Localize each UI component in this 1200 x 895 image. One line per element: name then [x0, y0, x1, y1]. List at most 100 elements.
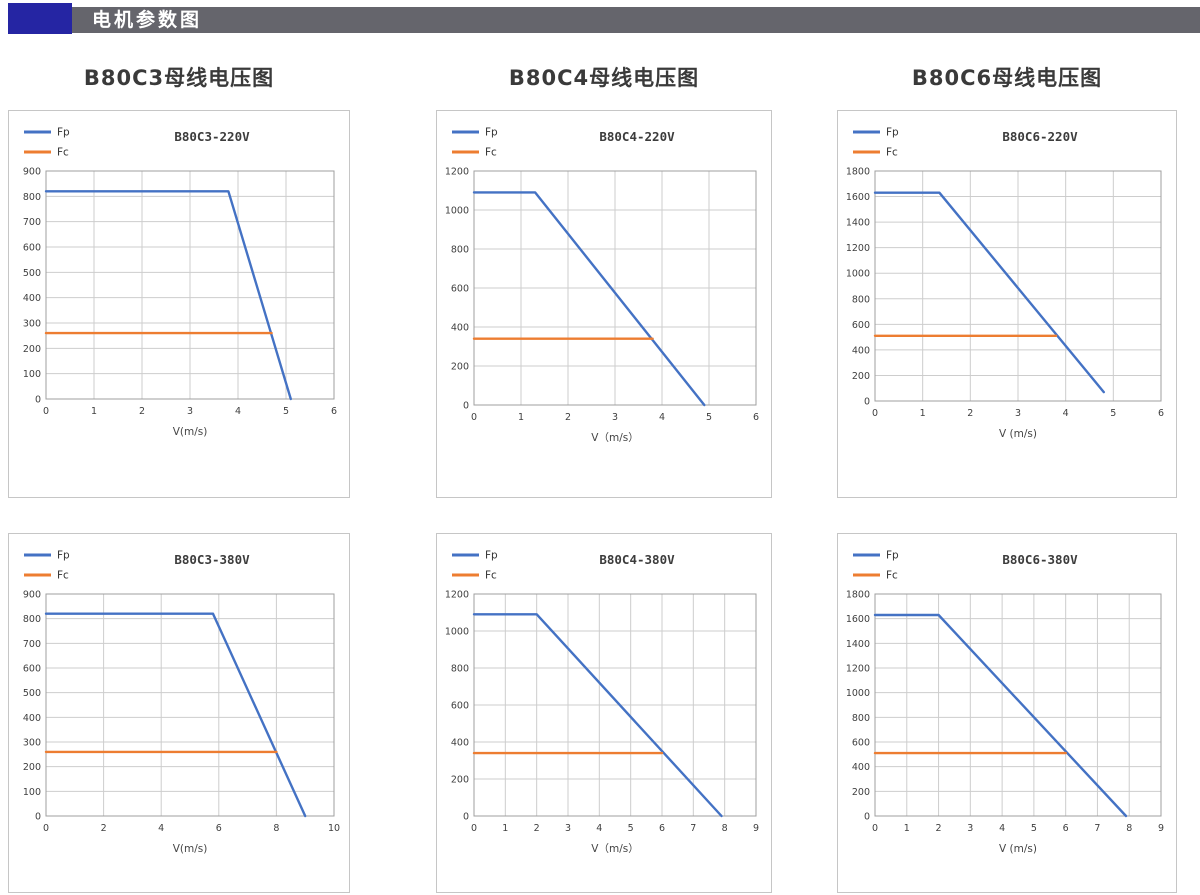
- y-tick-label: 600: [23, 243, 41, 254]
- charts-row-380v: 0 100 200 300 400 500 600 700 800 900 0 2 4 6 8 10 Fp Fc B…: [0, 533, 1200, 893]
- y-tick-label: 1800: [846, 590, 870, 601]
- x-tick-label: 5: [283, 406, 289, 417]
- y-tick-label: 200: [852, 787, 870, 798]
- y-tick-label: 200: [23, 762, 41, 773]
- y-tick-label: 300: [23, 319, 41, 330]
- x-tick-label: 1: [920, 408, 926, 419]
- plot-border: [874, 170, 1162, 402]
- x-tick-label: 4: [1063, 408, 1069, 419]
- y-tick-label: 1200: [846, 243, 870, 254]
- x-tick-label: 1: [904, 823, 910, 834]
- x-tick-label: 6: [753, 412, 759, 423]
- chart-panel-b80c4-380v: 0 200 400 600 800 1000 1200 0 1 2 3 4 5 6 7 8 9 Fp Fc B80C4…: [436, 533, 772, 893]
- legend-label-fc: Fc: [485, 570, 497, 582]
- y-tick-label: 700: [23, 639, 41, 650]
- y-tick-label: 400: [852, 345, 870, 356]
- legend-label-fp: Fp: [57, 127, 70, 139]
- y-tick-label: 200: [451, 775, 469, 786]
- x-tick-label: 0: [872, 408, 878, 419]
- x-tick-label: 2: [101, 823, 107, 834]
- y-tick-label: 0: [463, 401, 469, 412]
- y-tick-label: 1200: [445, 590, 469, 601]
- plot-border: [473, 170, 757, 406]
- y-tick-label: 500: [23, 688, 41, 699]
- fp-line: [44, 190, 292, 401]
- fp-line: [873, 191, 1105, 394]
- y-tick-label: 1200: [445, 167, 469, 178]
- x-axis-label: V(m/s): [173, 426, 208, 438]
- plot-border: [473, 593, 757, 817]
- x-tick-label: 8: [273, 823, 279, 834]
- x-axis-label: V(m/s): [173, 843, 208, 855]
- y-tick-label: 900: [23, 590, 41, 601]
- header-banner: 电机参数图: [64, 7, 1200, 33]
- x-tick-label: 0: [471, 823, 477, 834]
- y-tick-label: 400: [451, 738, 469, 749]
- legend-label-fc: Fc: [57, 147, 69, 159]
- y-tick-label: 1600: [846, 614, 870, 625]
- page-title: 电机参数图: [92, 9, 203, 31]
- y-tick-label: 400: [23, 293, 41, 304]
- y-tick-label: 1400: [846, 639, 870, 650]
- y-tick-label: 100: [23, 369, 41, 380]
- column-title-b80c3: B80C3母线电压图: [83, 66, 275, 90]
- plot-border: [45, 593, 335, 817]
- x-tick-label: 9: [753, 823, 759, 834]
- x-tick-label: 8: [1126, 823, 1132, 834]
- y-tick-label: 100: [23, 787, 41, 798]
- y-tick-label: 1200: [846, 664, 870, 675]
- chart-panel-b80c3-380v: 0 100 200 300 400 500 600 700 800 900 0 2 4 6 8 10 Fp Fc B…: [8, 533, 350, 893]
- x-tick-label: 0: [43, 406, 49, 417]
- x-tick-label: 1: [518, 412, 524, 423]
- y-tick-label: 900: [23, 167, 41, 178]
- y-tick-label: 0: [864, 812, 870, 823]
- x-tick-label: 3: [967, 823, 973, 834]
- chart-b80c3-220v: 0 100 200 300 400 500 600 700 800 900 0 1 2 3 4 5 6 Fp Fc B…: [23, 127, 337, 439]
- y-tick-label: 400: [23, 713, 41, 724]
- legend-label-fp: Fp: [485, 550, 498, 562]
- chart-panel-b80c3-220v: 0 100 200 300 400 500 600 700 800 900 0 1 2 3 4 5 6 Fp Fc B…: [8, 110, 350, 498]
- y-tick-label: 800: [23, 614, 41, 625]
- x-tick-label: 2: [139, 406, 145, 417]
- y-tick-label: 200: [451, 362, 469, 373]
- y-tick-label: 800: [23, 192, 41, 203]
- x-axis-label: V（m/s）: [591, 843, 638, 855]
- y-tick-label: 1800: [846, 167, 870, 178]
- y-tick-label: 0: [35, 812, 41, 823]
- y-tick-label: 800: [852, 713, 870, 724]
- y-tick-label: 800: [451, 245, 469, 256]
- header-accent-block: [8, 3, 72, 34]
- chart-title: B80C3-380V: [174, 552, 250, 567]
- y-tick-label: 200: [852, 371, 870, 382]
- x-tick-label: 0: [872, 823, 878, 834]
- x-tick-label: 2: [967, 408, 973, 419]
- fp-line: [44, 612, 307, 818]
- y-tick-label: 0: [864, 397, 870, 408]
- chart-b80c6-220v: 0 200 400 600 800 1000 1200 1400 1600 1800 0 1 2 3 4 5 6…: [846, 127, 1164, 441]
- x-tick-label: 6: [659, 823, 665, 834]
- y-tick-label: 1000: [846, 688, 870, 699]
- y-tick-label: 600: [23, 664, 41, 675]
- x-tick-label: 6: [1063, 823, 1069, 834]
- chart-title: B80C6-220V: [1002, 129, 1078, 144]
- legend-label-fc: Fc: [57, 570, 69, 582]
- legend-label-fp: Fp: [886, 550, 899, 562]
- y-tick-label: 800: [852, 294, 870, 305]
- y-tick-label: 600: [451, 701, 469, 712]
- chart-b80c3-380v: 0 100 200 300 400 500 600 700 800 900 0 2 4 6 8 10 Fp Fc B…: [23, 550, 340, 856]
- column-titles-row: B80C3母线电压图 B80C4母线电压图 B80C6母线电压图: [0, 62, 1200, 92]
- chart-b80c6-380v: 0 200 400 600 800 1000 1200 1400 1600 1800 0 1 2 3 4 5 6…: [846, 550, 1164, 856]
- x-axis-label: V (m/s): [999, 428, 1037, 440]
- x-tick-label: 5: [706, 412, 712, 423]
- x-tick-label: 3: [612, 412, 618, 423]
- chart-panel-b80c6-220v: 0 200 400 600 800 1000 1200 1400 1600 1800 0 1 2 3 4 5 6…: [837, 110, 1177, 498]
- legend-label-fc: Fc: [886, 147, 898, 159]
- page-header: 电机参数图: [0, 3, 1200, 36]
- y-tick-label: 600: [852, 738, 870, 749]
- chart-title: B80C3-220V: [174, 129, 250, 144]
- x-tick-label: 9: [1158, 823, 1164, 834]
- y-tick-label: 600: [451, 284, 469, 295]
- x-tick-label: 3: [565, 823, 571, 834]
- x-axis-label: V (m/s): [999, 843, 1037, 855]
- x-tick-label: 2: [534, 823, 540, 834]
